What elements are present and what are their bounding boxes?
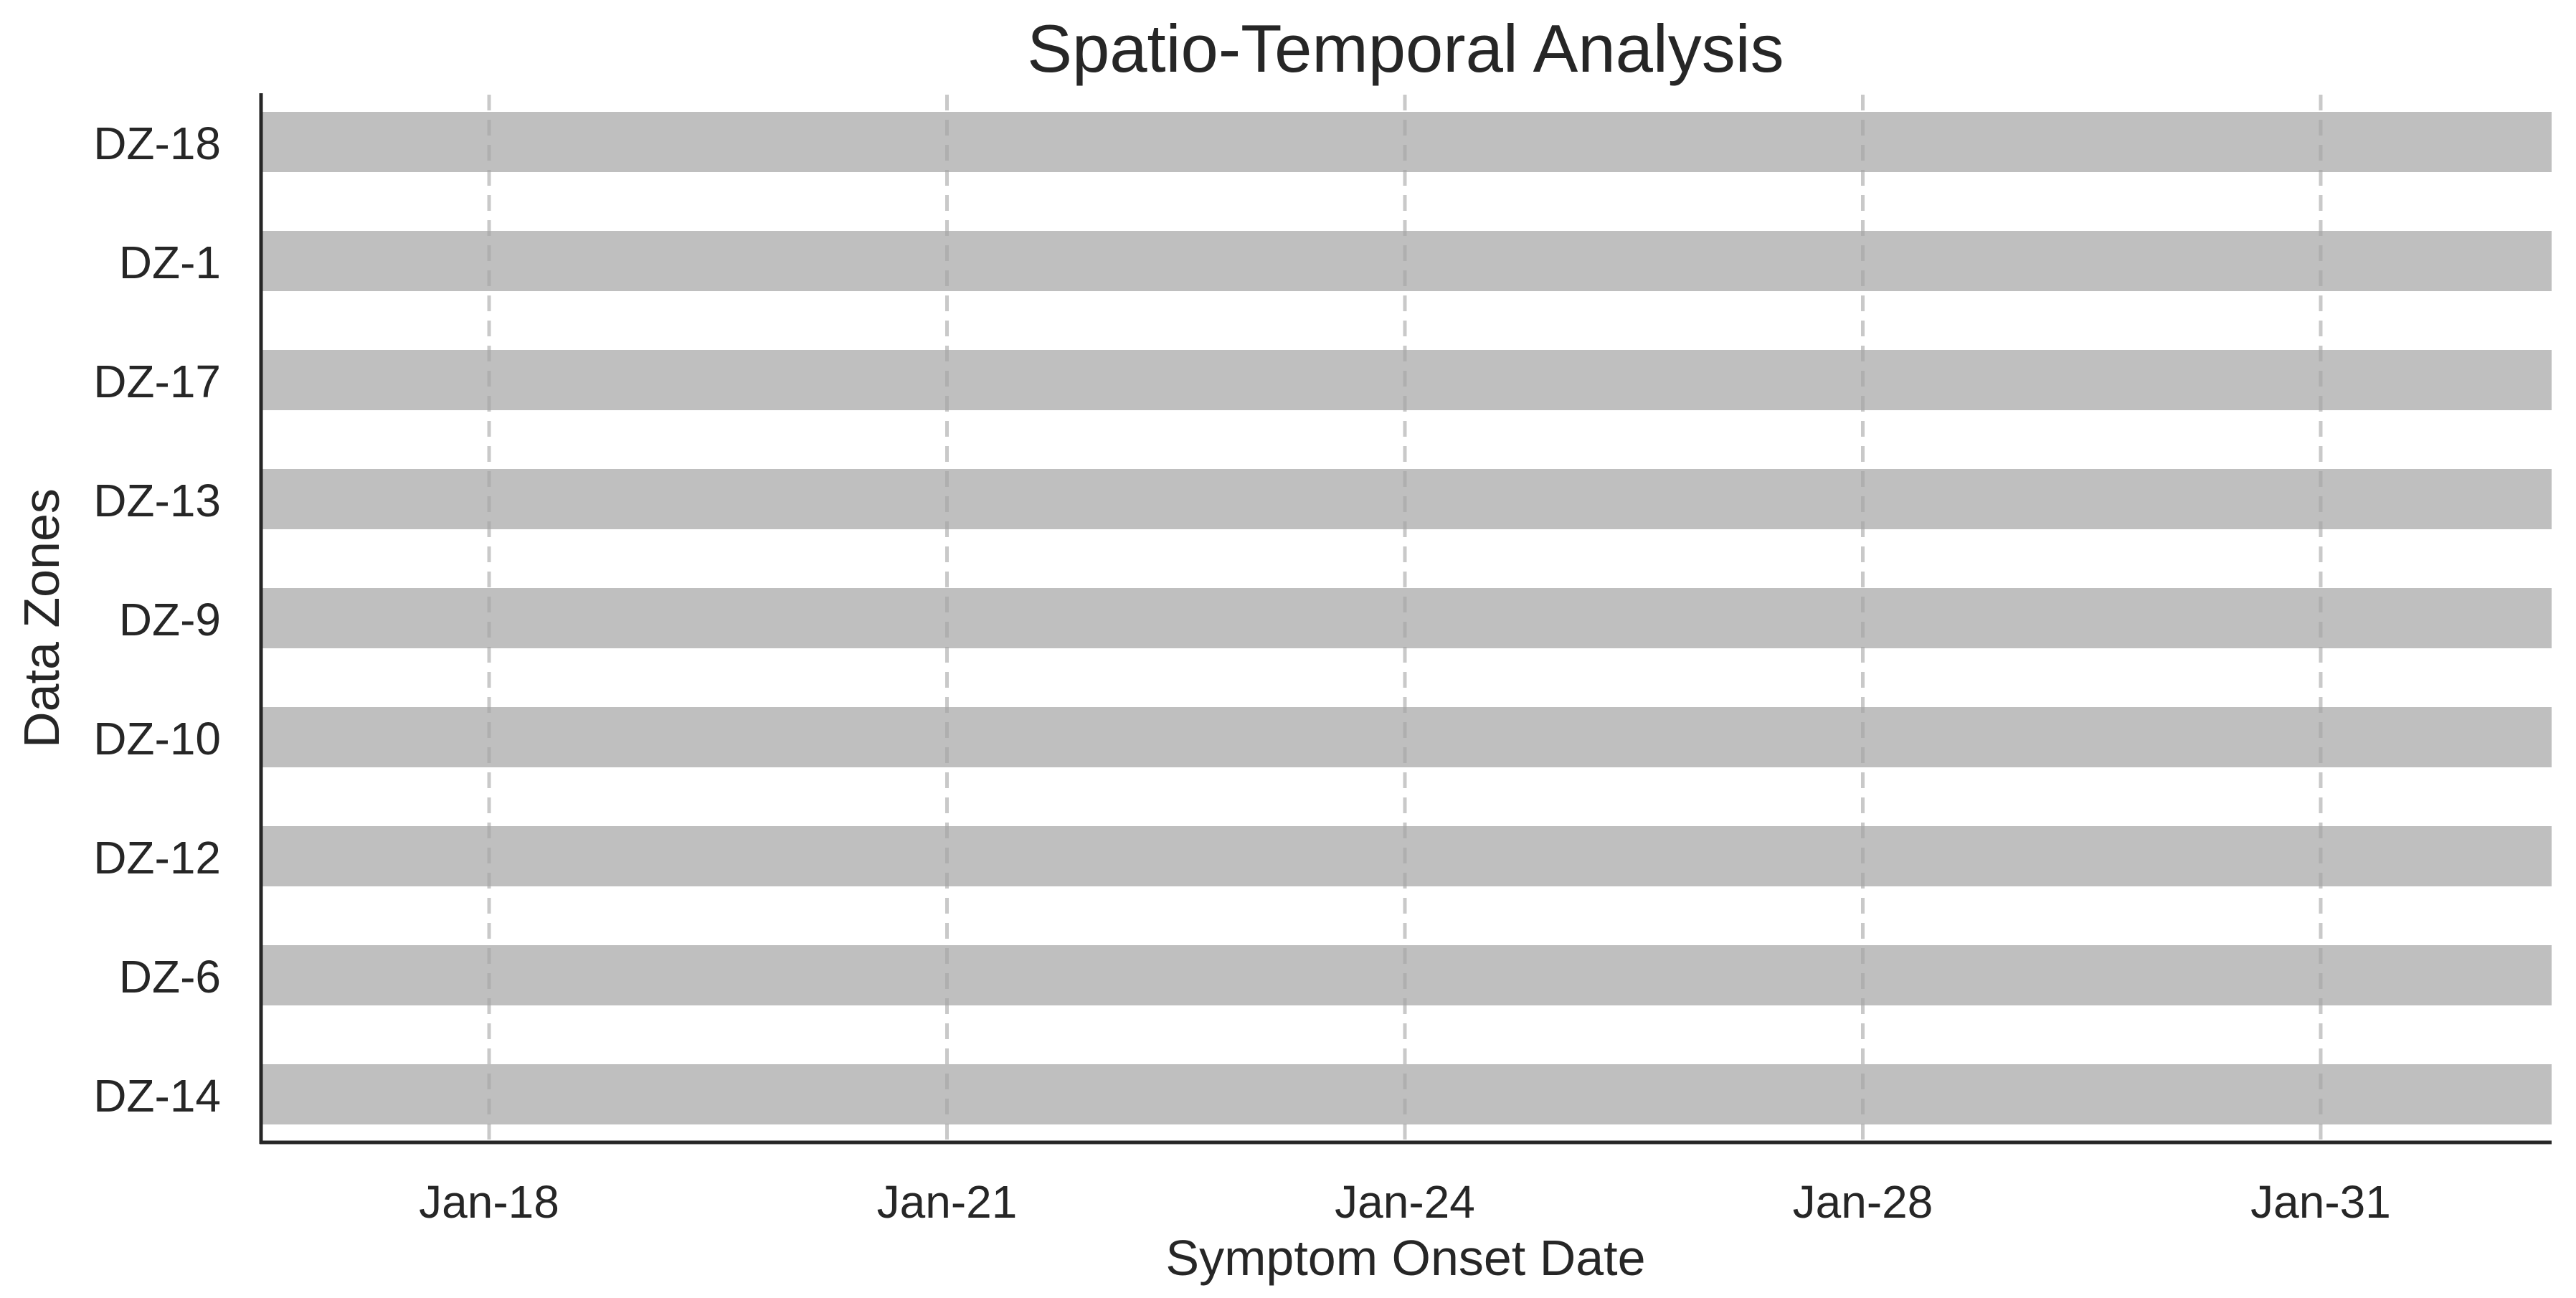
y-tick-label-dz-12: DZ-12 [93,832,221,884]
y-tick-label-dz-14: DZ-14 [93,1070,221,1122]
y-tick-label-dz-13: DZ-13 [93,475,221,526]
y-axis-label: Data Zones [14,488,70,748]
x-axis-label: Symptom Onset Date [1165,1230,1645,1286]
y-tick-label-dz-10: DZ-10 [93,713,221,764]
axes-layer [259,93,2552,1145]
y-tick-label-dz-6: DZ-6 [119,951,221,1003]
x-tick-label-jan-24: Jan-24 [1335,1176,1475,1228]
y-tick-label-dz-18: DZ-18 [93,118,221,169]
y-tick-label-dz-1: DZ-1 [119,237,221,288]
bars-layer [262,112,2552,1124]
y-tick-label-dz-9: DZ-9 [119,594,221,645]
bar-dz-6 [262,945,2552,1005]
chart-title: Spatio-Temporal Analysis [1027,11,1784,86]
x-tick-label-jan-21: Jan-21 [877,1176,1018,1228]
x-tick-label-jan-28: Jan-28 [1793,1176,1933,1228]
bar-dz-1 [262,231,2552,291]
y-tick-label-dz-17: DZ-17 [93,356,221,407]
bar-dz-18 [262,112,2552,172]
bar-dz-9 [262,588,2552,648]
bar-dz-12 [262,826,2552,886]
x-tick-labels: Jan-18 Jan-21 Jan-24 Jan-28 Jan-31 [419,1176,2391,1228]
bar-dz-10 [262,707,2552,767]
bar-dz-17 [262,350,2552,410]
bar-dz-14 [262,1064,2552,1124]
x-tick-label-jan-18: Jan-18 [419,1176,559,1228]
bar-dz-13 [262,469,2552,529]
y-tick-labels: DZ-18 DZ-1 DZ-17 DZ-13 DZ-9 DZ-10 DZ-12 DZ-6 DZ-… [93,118,221,1122]
x-tick-label-jan-31: Jan-31 [2250,1176,2391,1228]
